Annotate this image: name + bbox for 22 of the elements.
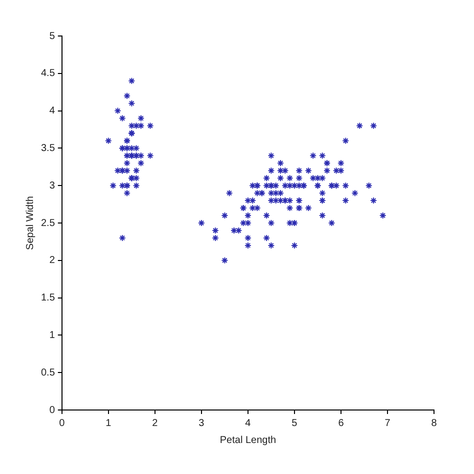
x-tick-label: 5 bbox=[292, 418, 298, 429]
y-tick-label: 0 bbox=[49, 404, 56, 416]
y-tick-label: 0.5 bbox=[40, 367, 56, 378]
y-tick-label: 1 bbox=[49, 330, 56, 341]
x-tick-label: 3 bbox=[198, 418, 205, 429]
y-tick-label: 4 bbox=[49, 106, 56, 117]
x-tick-label: 7 bbox=[384, 418, 391, 429]
y-tick-label: 1.5 bbox=[40, 292, 56, 304]
y-tick-label: 4.5 bbox=[40, 68, 56, 80]
y-tick-label: 3.5 bbox=[40, 142, 56, 154]
y-axis-title: Sepal Width bbox=[24, 196, 36, 250]
x-axis-title: Petal Length bbox=[220, 434, 276, 446]
y-tick-label: 5 bbox=[49, 30, 56, 42]
x-tick-label: 8 bbox=[431, 418, 438, 429]
x-tick-label: 0 bbox=[59, 418, 66, 429]
x-tick-label: 6 bbox=[338, 418, 344, 429]
y-tick-label: 2 bbox=[49, 255, 56, 266]
y-tick-label: 3 bbox=[49, 180, 56, 192]
y-tick-label: 2.5 bbox=[40, 218, 56, 229]
x-tick-label: 1 bbox=[106, 418, 112, 429]
x-tick-label: 2 bbox=[152, 418, 158, 429]
x-tick-label: 4 bbox=[245, 418, 252, 429]
